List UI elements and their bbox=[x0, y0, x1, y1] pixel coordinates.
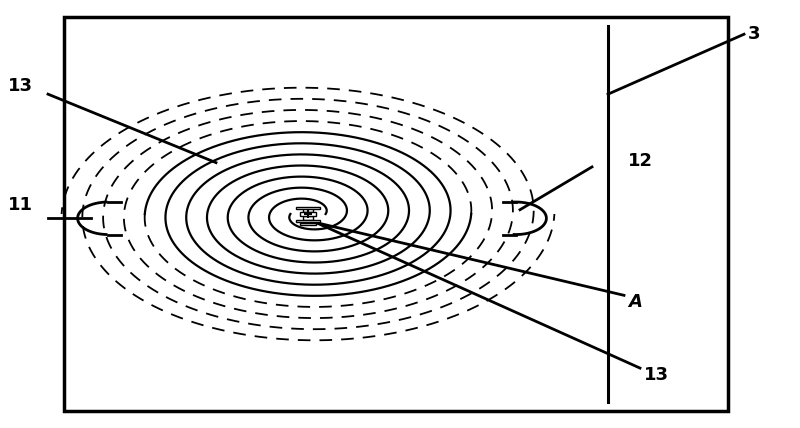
Bar bbox=[297, 220, 319, 222]
Bar bbox=[300, 223, 316, 225]
Bar bbox=[303, 208, 313, 212]
Text: 3: 3 bbox=[748, 25, 761, 43]
Text: A: A bbox=[628, 293, 642, 311]
Bar bbox=[297, 207, 319, 209]
Bar bbox=[300, 212, 316, 216]
Bar bbox=[64, 17, 728, 411]
Text: 13: 13 bbox=[8, 77, 33, 95]
Text: 12: 12 bbox=[628, 152, 653, 169]
Text: 13: 13 bbox=[644, 366, 669, 383]
Text: 11: 11 bbox=[8, 196, 33, 214]
Bar bbox=[303, 216, 313, 220]
